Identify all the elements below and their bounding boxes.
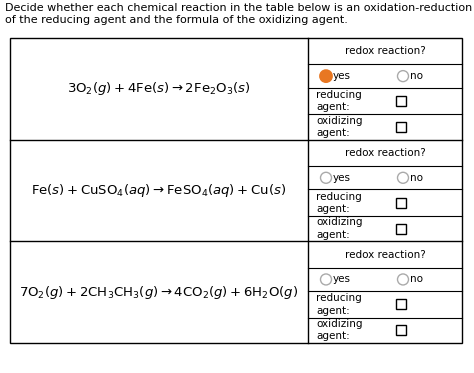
Text: no: no bbox=[410, 71, 423, 81]
Bar bbox=[10, 38, 462, 343]
Circle shape bbox=[398, 172, 409, 183]
Text: no: no bbox=[410, 173, 423, 183]
Circle shape bbox=[398, 70, 409, 82]
Text: reducing
agent:: reducing agent: bbox=[316, 90, 362, 112]
Text: $\mathrm{Fe}(s) + \mathrm{CuSO}_4(aq) \rightarrow \mathrm{FeSO}_4(aq) + \mathrm{: $\mathrm{Fe}(s) + \mathrm{CuSO}_4(aq) \r… bbox=[31, 182, 287, 199]
Text: yes: yes bbox=[333, 275, 351, 285]
Text: no: no bbox=[410, 275, 423, 285]
Circle shape bbox=[320, 172, 331, 183]
Text: yes: yes bbox=[333, 173, 351, 183]
Bar bbox=[396, 300, 406, 309]
Bar bbox=[396, 198, 406, 208]
Text: oxidizing
agent:: oxidizing agent: bbox=[316, 217, 363, 240]
Bar bbox=[396, 224, 406, 233]
Bar bbox=[396, 122, 406, 132]
Text: $7\mathrm{O}_2(g) + 2\mathrm{CH}_3\mathrm{CH}_3(g) \rightarrow 4\mathrm{CO}_2(g): $7\mathrm{O}_2(g) + 2\mathrm{CH}_3\mathr… bbox=[19, 284, 299, 301]
Text: redox reaction?: redox reaction? bbox=[345, 148, 425, 158]
Circle shape bbox=[320, 274, 331, 285]
Text: yes: yes bbox=[333, 71, 351, 81]
Text: of the reducing agent and the formula of the oxidizing agent.: of the reducing agent and the formula of… bbox=[5, 15, 348, 25]
Text: oxidizing
agent:: oxidizing agent: bbox=[316, 116, 363, 138]
Text: reducing
agent:: reducing agent: bbox=[316, 191, 362, 214]
Circle shape bbox=[398, 274, 409, 285]
Text: reducing
agent:: reducing agent: bbox=[316, 293, 362, 316]
Bar bbox=[396, 325, 406, 335]
Text: Decide whether each chemical reaction in the table below is an oxidation-reducti: Decide whether each chemical reaction in… bbox=[5, 3, 474, 13]
Text: redox reaction?: redox reaction? bbox=[345, 250, 425, 260]
Text: oxidizing
agent:: oxidizing agent: bbox=[316, 319, 363, 342]
Text: redox reaction?: redox reaction? bbox=[345, 46, 425, 56]
Text: $3\mathrm{O}_2(g) + 4\mathrm{Fe}(s) \rightarrow 2\mathrm{Fe}_2\mathrm{O}_3(s)$: $3\mathrm{O}_2(g) + 4\mathrm{Fe}(s) \rig… bbox=[67, 80, 251, 97]
Circle shape bbox=[320, 70, 331, 82]
Bar bbox=[396, 96, 406, 106]
